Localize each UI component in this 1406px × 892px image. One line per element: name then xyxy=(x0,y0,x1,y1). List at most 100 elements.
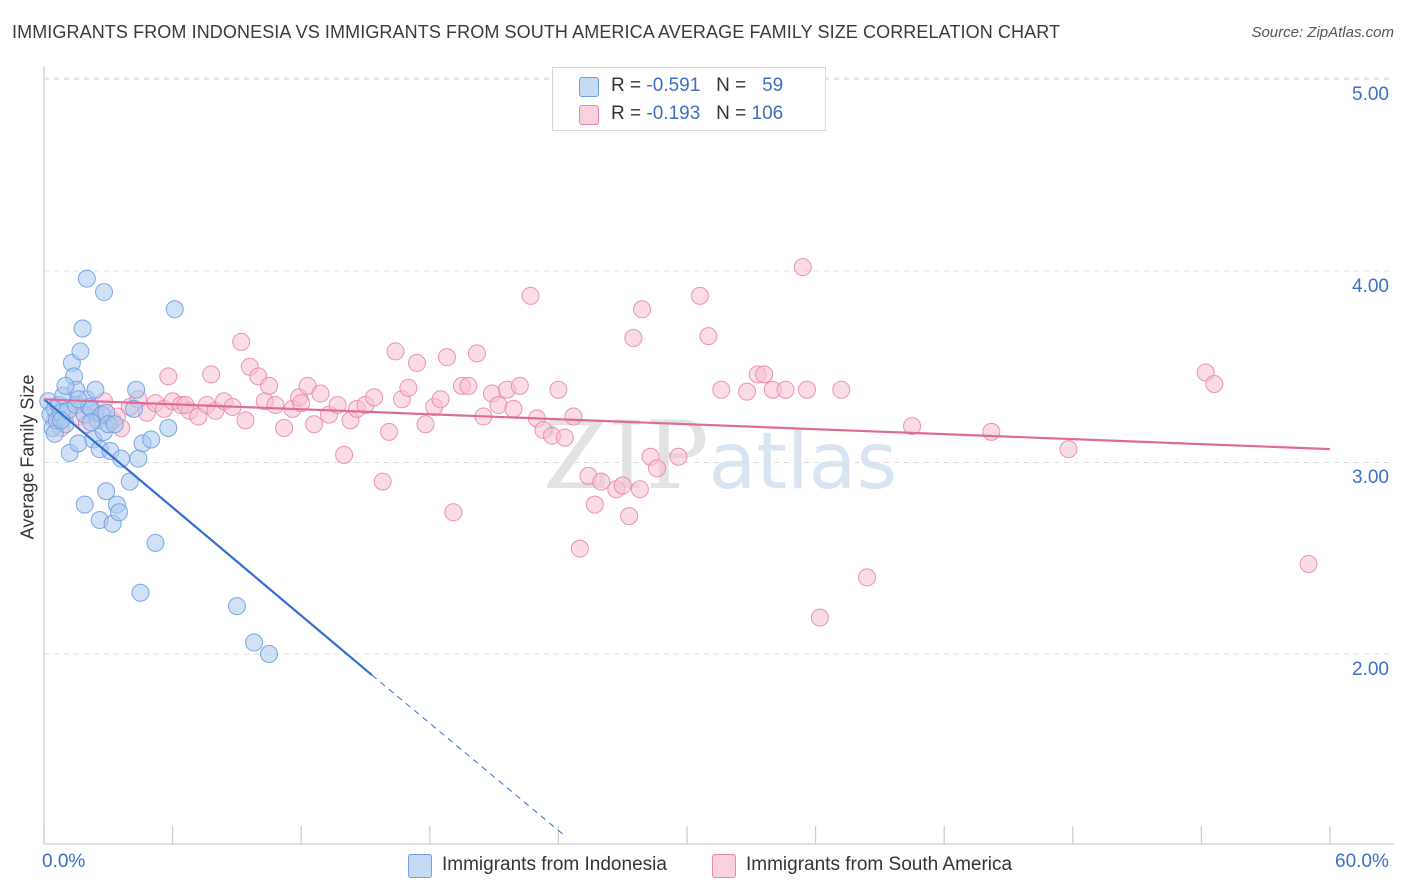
south-america-point-20 xyxy=(202,365,221,384)
south-america-trend-line xyxy=(43,398,1331,451)
indonesia-point-30 xyxy=(77,269,96,288)
south-america-point-78 xyxy=(624,329,643,348)
south-america-point-14 xyxy=(159,367,178,386)
bottom-legend: Immigrants from Indonesia Immigrants fro… xyxy=(0,850,1406,880)
stats-legend: R = -0.591 N = 59 R = -0.193 N = 106 xyxy=(552,67,826,131)
south-america-point-101 xyxy=(1205,374,1224,393)
south-america-point-99 xyxy=(1059,440,1078,459)
south-america-point-43 xyxy=(365,388,384,407)
y-tick-label-2: 2.00 xyxy=(1352,659,1389,680)
indonesia-point-46 xyxy=(142,430,161,449)
south-america-point-96 xyxy=(858,568,877,587)
south-america-point-38 xyxy=(328,396,347,415)
indonesia-point-47 xyxy=(146,533,165,552)
south-america-point-85 xyxy=(699,327,718,346)
x-tick-label-min: 0.0% xyxy=(42,851,86,872)
indonesia-point-34 xyxy=(75,495,94,514)
indonesia-point-36 xyxy=(97,482,116,501)
south-america-point-92 xyxy=(793,258,812,277)
south-america-point-50 xyxy=(416,415,435,434)
south-america-point-48 xyxy=(399,378,418,397)
south-america-point-70 xyxy=(564,407,583,426)
indonesia-point-49 xyxy=(165,300,184,319)
south-america-point-52 xyxy=(431,390,450,409)
south-america-point-68 xyxy=(549,380,568,399)
south-america-point-94 xyxy=(810,608,829,627)
stats-swatch-south-america xyxy=(579,105,599,125)
south-america-point-24 xyxy=(232,332,251,351)
south-america-point-29 xyxy=(260,376,279,395)
indonesia-point-39 xyxy=(110,503,129,522)
stats-r-value: -0.591 xyxy=(646,75,701,96)
indonesia-point-53 xyxy=(260,645,279,663)
indonesia-point-48 xyxy=(159,419,178,438)
legend-swatch-indonesia xyxy=(408,854,432,878)
indonesia-point-15 xyxy=(69,434,88,453)
indonesia-point-50 xyxy=(129,449,148,468)
indonesia-point-43 xyxy=(127,380,146,399)
south-america-point-93 xyxy=(798,380,817,399)
south-america-point-39 xyxy=(335,445,354,464)
stats-r-label: R = xyxy=(611,75,642,96)
south-america-point-76 xyxy=(613,476,632,495)
south-america-point-36 xyxy=(311,384,330,403)
axis-layer xyxy=(43,66,1394,845)
indonesia-point-54 xyxy=(56,376,75,395)
south-america-point-83 xyxy=(669,447,688,466)
y-tick-label-4: 4.00 xyxy=(1352,276,1389,297)
south-america-point-25 xyxy=(236,411,255,430)
points-layer xyxy=(39,258,1318,663)
south-america-point-82 xyxy=(647,459,666,478)
south-america-point-87 xyxy=(738,382,757,401)
south-america-point-60 xyxy=(489,396,508,415)
stats-r-value: -0.193 xyxy=(646,103,701,124)
indonesia-point-16 xyxy=(71,342,90,361)
watermark: ZIPatlas xyxy=(543,402,897,511)
south-america-point-49 xyxy=(407,353,426,372)
stats-n-label: N = xyxy=(716,75,747,96)
stats-n-label: N = xyxy=(716,103,747,124)
stats-row-indonesia: R = -0.591 N = 59 xyxy=(553,72,825,100)
indonesia-point-31 xyxy=(95,283,114,302)
south-america-point-105 xyxy=(292,394,311,413)
south-america-point-44 xyxy=(373,472,392,491)
legend-swatch-south-america xyxy=(712,854,736,878)
south-america-point-57 xyxy=(467,344,486,363)
south-america-point-86 xyxy=(712,380,731,399)
south-america-point-64 xyxy=(521,286,540,305)
indonesia-trend-line xyxy=(43,398,373,676)
indonesia-point-57 xyxy=(82,413,101,432)
south-america-point-102 xyxy=(1299,554,1318,573)
indonesia-point-45 xyxy=(131,583,150,602)
south-america-point-46 xyxy=(386,342,405,361)
indonesia-point-51 xyxy=(227,597,246,616)
south-america-point-63 xyxy=(510,376,529,395)
indonesia-point-42 xyxy=(125,399,144,418)
south-america-point-35 xyxy=(305,415,324,434)
south-america-point-31 xyxy=(275,419,294,438)
south-america-point-62 xyxy=(504,399,523,418)
indonesia-point-17 xyxy=(73,319,92,338)
south-america-point-71 xyxy=(570,539,589,558)
south-america-point-53 xyxy=(437,348,456,367)
indonesia-point-24 xyxy=(86,380,105,399)
stats-r-label: R = xyxy=(611,103,642,124)
south-america-point-30 xyxy=(266,396,285,415)
legend-label-indonesia: Immigrants from Indonesia xyxy=(442,854,667,875)
south-america-point-80 xyxy=(632,300,651,319)
chart-source: Source: ZipAtlas.com xyxy=(1251,24,1394,41)
chart-title: IMMIGRANTS FROM INDONESIA VS IMMIGRANTS … xyxy=(12,22,1061,42)
south-america-point-97 xyxy=(903,417,922,436)
south-america-point-98 xyxy=(982,422,1001,441)
indonesia-trend-extension xyxy=(371,674,564,835)
indonesia-point-58 xyxy=(105,415,124,434)
south-america-point-45 xyxy=(380,422,399,441)
south-america-point-54 xyxy=(444,503,463,522)
y-tick-label-5: 5.00 xyxy=(1352,84,1389,105)
south-america-point-91 xyxy=(776,380,795,399)
south-america-point-73 xyxy=(585,495,604,514)
x-tick-label-max: 60.0% xyxy=(1335,851,1389,872)
stats-n-value: 59 xyxy=(762,75,784,96)
south-america-point-69 xyxy=(555,428,574,447)
